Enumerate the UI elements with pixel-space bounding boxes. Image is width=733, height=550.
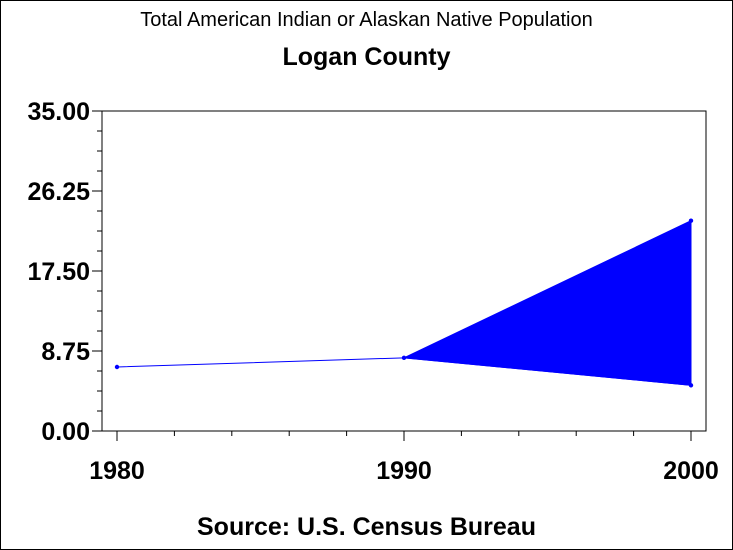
y-tick-label: 35.00 — [27, 98, 90, 126]
chart-footnote: Source: U.S. Census Bureau — [197, 513, 536, 541]
shaded-band — [402, 219, 692, 386]
band-end-point — [688, 218, 694, 223]
y-tick-label: 0.00 — [41, 418, 90, 446]
chart-title: Total American Indian or Alaskan Native … — [140, 9, 593, 31]
data-point — [401, 355, 407, 361]
x-tick-label: 1990 — [376, 457, 432, 485]
x-tick-label: 2000 — [663, 457, 719, 485]
y-tick-label: 26.25 — [27, 178, 90, 206]
data-point — [114, 364, 120, 370]
x-tick-label: 1980 — [89, 457, 145, 485]
y-tick-label: 8.75 — [41, 338, 90, 366]
data-point — [688, 383, 694, 388]
y-tick-label: 17.50 — [27, 258, 90, 286]
chart-subtitle: Logan County — [282, 43, 451, 71]
